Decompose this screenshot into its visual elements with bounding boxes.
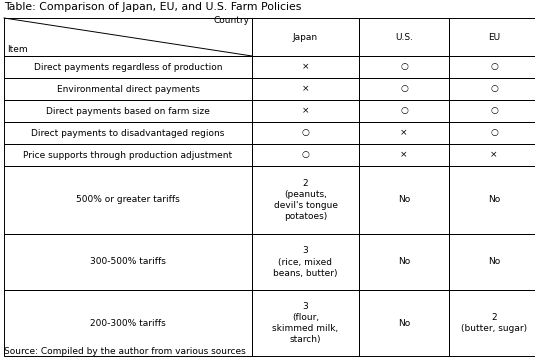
- Bar: [4, 122, 252, 144]
- Bar: [252, 18, 359, 56]
- Bar: [252, 166, 359, 234]
- Bar: [4, 56, 252, 78]
- Bar: [449, 290, 535, 356]
- Text: Japan: Japan: [293, 32, 318, 41]
- Text: Direct payments to disadvantaged regions: Direct payments to disadvantaged regions: [32, 129, 225, 138]
- Text: Direct payments based on farm size: Direct payments based on farm size: [46, 107, 210, 116]
- Text: ○: ○: [400, 85, 408, 94]
- Bar: [449, 234, 535, 290]
- Text: ×: ×: [302, 107, 309, 116]
- Text: ○: ○: [490, 85, 498, 94]
- Bar: [449, 144, 535, 166]
- Bar: [449, 18, 535, 56]
- Text: ○: ○: [302, 129, 309, 138]
- Bar: [359, 56, 449, 78]
- Text: Environmental direct payments: Environmental direct payments: [57, 85, 200, 94]
- Text: No: No: [488, 257, 500, 266]
- Text: No: No: [488, 195, 500, 204]
- Text: ×: ×: [400, 150, 408, 159]
- Bar: [449, 100, 535, 122]
- Bar: [449, 56, 535, 78]
- Text: 200-300% tariffs: 200-300% tariffs: [90, 319, 166, 328]
- Bar: [4, 18, 252, 56]
- Text: ○: ○: [400, 107, 408, 116]
- Text: ○: ○: [302, 150, 309, 159]
- Bar: [252, 144, 359, 166]
- Text: Direct payments regardless of production: Direct payments regardless of production: [34, 63, 222, 72]
- Bar: [252, 100, 359, 122]
- Text: U.S.: U.S.: [395, 32, 413, 41]
- Bar: [4, 234, 252, 290]
- Bar: [359, 290, 449, 356]
- Text: Item: Item: [7, 45, 28, 54]
- Text: 3
(flour,
skimmed milk,
starch): 3 (flour, skimmed milk, starch): [272, 302, 339, 344]
- Bar: [449, 166, 535, 234]
- Text: ×: ×: [302, 85, 309, 94]
- Text: No: No: [398, 195, 410, 204]
- Text: 3
(rice, mixed
beans, butter): 3 (rice, mixed beans, butter): [273, 246, 338, 278]
- Text: ×: ×: [302, 63, 309, 72]
- Bar: [449, 122, 535, 144]
- Text: Price supports through production adjustment: Price supports through production adjust…: [24, 150, 233, 159]
- Bar: [359, 122, 449, 144]
- Text: 300-500% tariffs: 300-500% tariffs: [90, 257, 166, 266]
- Text: 2
(peanuts,
devil's tongue
potatoes): 2 (peanuts, devil's tongue potatoes): [273, 179, 338, 221]
- Bar: [4, 78, 252, 100]
- Text: ○: ○: [490, 129, 498, 138]
- Bar: [4, 144, 252, 166]
- Bar: [359, 78, 449, 100]
- Bar: [252, 122, 359, 144]
- Bar: [252, 290, 359, 356]
- Text: No: No: [398, 319, 410, 328]
- Text: ×: ×: [400, 129, 408, 138]
- Bar: [4, 100, 252, 122]
- Text: No: No: [398, 257, 410, 266]
- Text: 500% or greater tariffs: 500% or greater tariffs: [76, 195, 180, 204]
- Bar: [4, 166, 252, 234]
- Text: ×: ×: [490, 150, 498, 159]
- Bar: [449, 78, 535, 100]
- Bar: [252, 78, 359, 100]
- Text: ○: ○: [490, 107, 498, 116]
- Text: EU: EU: [488, 32, 500, 41]
- Bar: [359, 144, 449, 166]
- Text: Country: Country: [213, 16, 249, 25]
- Text: 2
(butter, sugar): 2 (butter, sugar): [461, 313, 527, 333]
- Bar: [359, 100, 449, 122]
- Bar: [359, 166, 449, 234]
- Bar: [4, 290, 252, 356]
- Bar: [359, 234, 449, 290]
- Text: Table: Comparison of Japan, EU, and U.S. Farm Policies: Table: Comparison of Japan, EU, and U.S.…: [4, 2, 301, 12]
- Text: Source: Compiled by the author from various sources: Source: Compiled by the author from vari…: [4, 347, 246, 356]
- Bar: [252, 234, 359, 290]
- Text: ○: ○: [400, 63, 408, 72]
- Text: ○: ○: [490, 63, 498, 72]
- Bar: [359, 18, 449, 56]
- Bar: [252, 56, 359, 78]
